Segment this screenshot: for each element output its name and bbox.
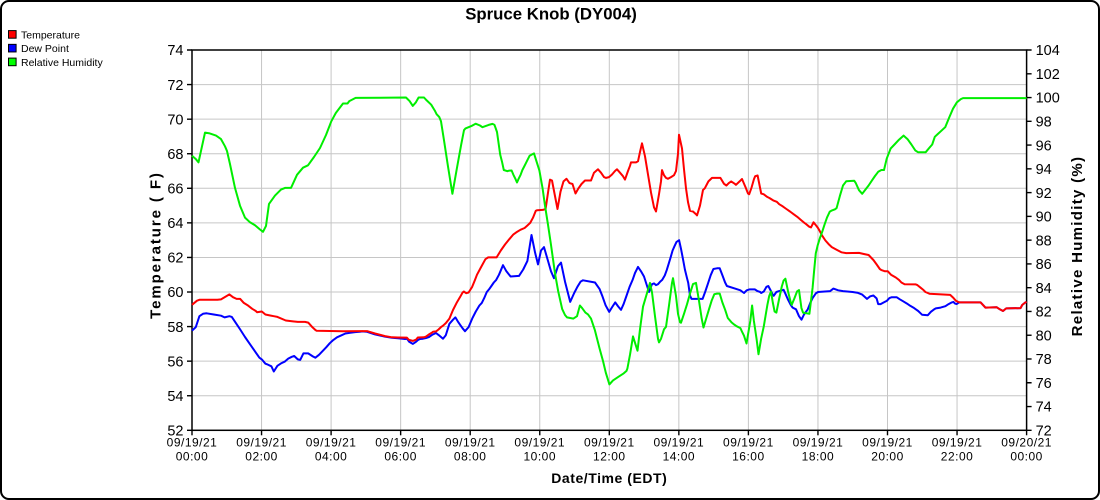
- svg-text:Relative Humidity: Relative Humidity: [21, 57, 103, 69]
- svg-text:Relative Humidity (%): Relative Humidity (%): [1069, 156, 1086, 337]
- svg-text:16:00: 16:00: [732, 450, 765, 464]
- svg-text:88: 88: [1036, 233, 1052, 249]
- svg-text:09/19/21: 09/19/21: [236, 436, 287, 450]
- svg-text:80: 80: [1036, 328, 1052, 344]
- svg-text:09/19/21: 09/19/21: [375, 436, 426, 450]
- svg-text:09/19/21: 09/19/21: [584, 436, 635, 450]
- svg-text:74: 74: [1036, 400, 1052, 416]
- svg-text:56: 56: [167, 354, 183, 370]
- svg-text:09/19/21: 09/19/21: [306, 436, 357, 450]
- svg-text:12:00: 12:00: [593, 450, 626, 464]
- svg-text:Temperature ( F): Temperature ( F): [148, 171, 165, 319]
- svg-text:14:00: 14:00: [663, 450, 696, 464]
- svg-text:Spruce Knob (DY004): Spruce Knob (DY004): [465, 5, 637, 24]
- svg-text:86: 86: [1036, 257, 1052, 273]
- svg-text:18:00: 18:00: [802, 450, 835, 464]
- svg-text:58: 58: [167, 320, 183, 336]
- svg-text:00:00: 00:00: [176, 450, 209, 464]
- svg-text:02:00: 02:00: [245, 450, 278, 464]
- svg-text:64: 64: [167, 216, 183, 232]
- svg-text:100: 100: [1036, 91, 1060, 107]
- svg-text:82: 82: [1036, 305, 1052, 321]
- svg-text:60: 60: [167, 285, 183, 301]
- svg-text:104: 104: [1036, 43, 1060, 59]
- svg-text:09/19/21: 09/19/21: [167, 436, 218, 450]
- svg-text:09/20/21: 09/20/21: [1001, 436, 1052, 450]
- svg-text:09/19/21: 09/19/21: [514, 436, 565, 450]
- svg-text:09/19/21: 09/19/21: [445, 436, 496, 450]
- svg-text:102: 102: [1036, 67, 1060, 83]
- svg-text:70: 70: [167, 112, 183, 128]
- svg-text:54: 54: [167, 389, 183, 405]
- svg-text:72: 72: [1036, 424, 1052, 440]
- svg-text:09/19/21: 09/19/21: [862, 436, 913, 450]
- svg-text:68: 68: [167, 147, 183, 163]
- svg-text:96: 96: [1036, 138, 1052, 154]
- svg-text:Date/Time (EDT): Date/Time (EDT): [551, 470, 667, 486]
- svg-text:74: 74: [167, 43, 183, 59]
- svg-text:Temperature: Temperature: [21, 30, 80, 42]
- svg-text:98: 98: [1036, 115, 1052, 131]
- svg-text:20:00: 20:00: [871, 450, 904, 464]
- svg-text:78: 78: [1036, 352, 1052, 368]
- svg-text:92: 92: [1036, 186, 1052, 202]
- svg-text:06:00: 06:00: [384, 450, 417, 464]
- svg-text:76: 76: [1036, 376, 1052, 392]
- svg-text:09/19/21: 09/19/21: [723, 436, 774, 450]
- svg-text:72: 72: [167, 78, 183, 94]
- svg-text:52: 52: [167, 424, 183, 440]
- svg-text:00:00: 00:00: [1010, 450, 1043, 464]
- svg-text:22:00: 22:00: [941, 450, 974, 464]
- svg-text:94: 94: [1036, 162, 1052, 178]
- svg-text:10:00: 10:00: [523, 450, 556, 464]
- svg-text:66: 66: [167, 181, 183, 197]
- svg-text:09/19/21: 09/19/21: [793, 436, 844, 450]
- svg-text:Dew Point: Dew Point: [21, 43, 69, 55]
- svg-text:09/19/21: 09/19/21: [932, 436, 983, 450]
- svg-text:62: 62: [167, 251, 183, 267]
- svg-text:09/19/21: 09/19/21: [653, 436, 704, 450]
- svg-text:90: 90: [1036, 210, 1052, 226]
- svg-text:08:00: 08:00: [454, 450, 487, 464]
- svg-text:04:00: 04:00: [315, 450, 348, 464]
- svg-text:84: 84: [1036, 281, 1052, 297]
